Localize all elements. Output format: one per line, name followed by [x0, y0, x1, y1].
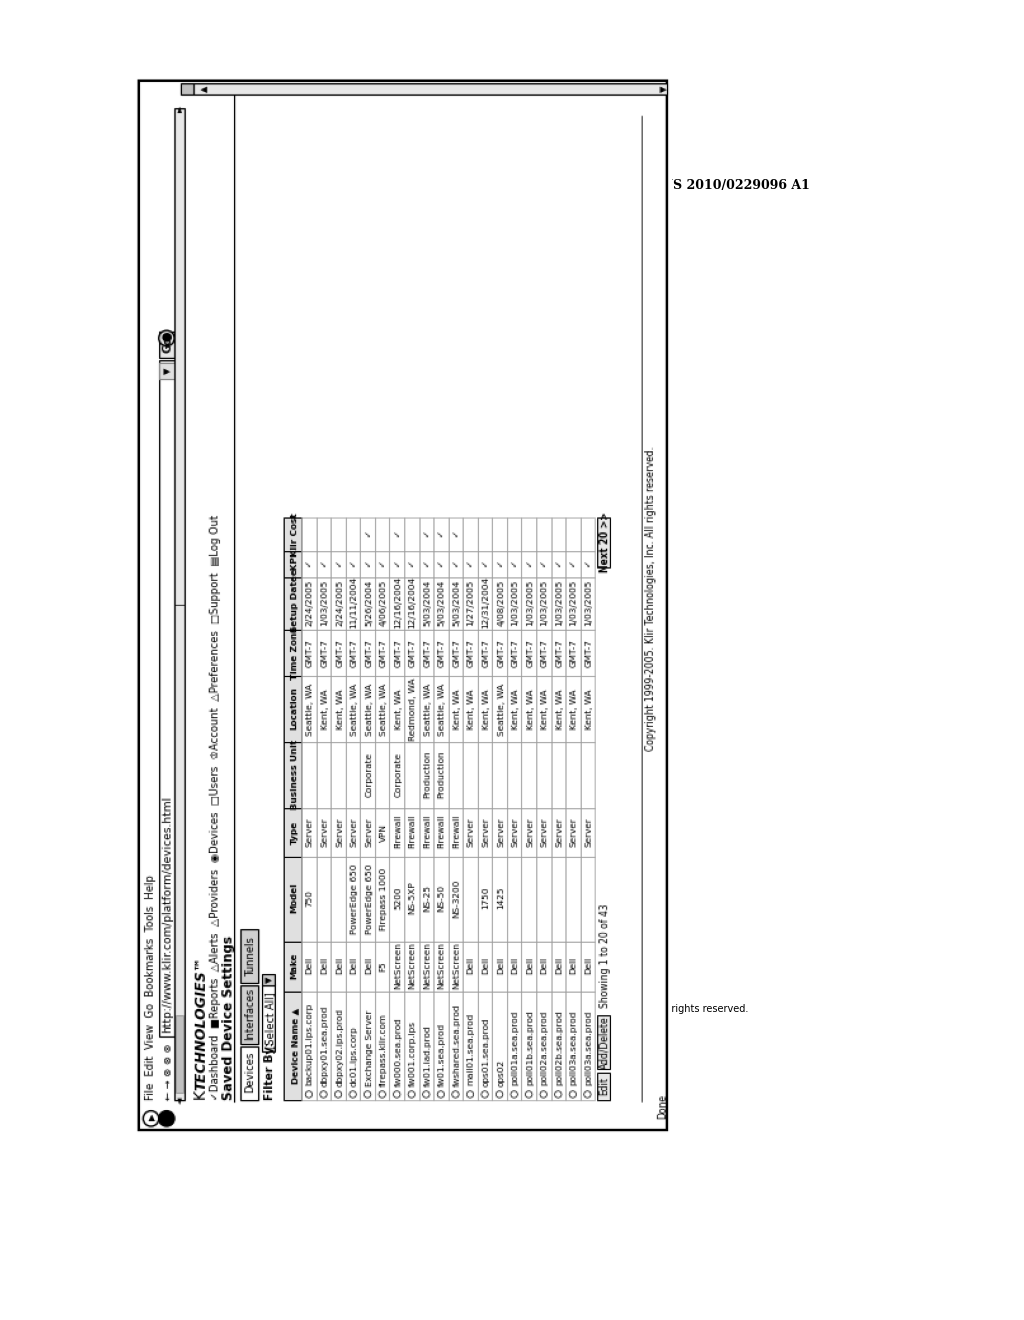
Text: FIG. 19: FIG. 19 — [548, 1030, 638, 1051]
Text: Copyright 1999-2005. Klir Technologies, Inc. All rights reserved.: Copyright 1999-2005. Klir Technologies, … — [438, 1005, 749, 1014]
Text: Patent Application Publication: Patent Application Publication — [241, 178, 456, 191]
Text: Sep. 9, 2010   Sheet 24 of 94: Sep. 9, 2010 Sheet 24 of 94 — [424, 178, 626, 191]
Text: US 2010/0229096 A1: US 2010/0229096 A1 — [663, 178, 810, 191]
